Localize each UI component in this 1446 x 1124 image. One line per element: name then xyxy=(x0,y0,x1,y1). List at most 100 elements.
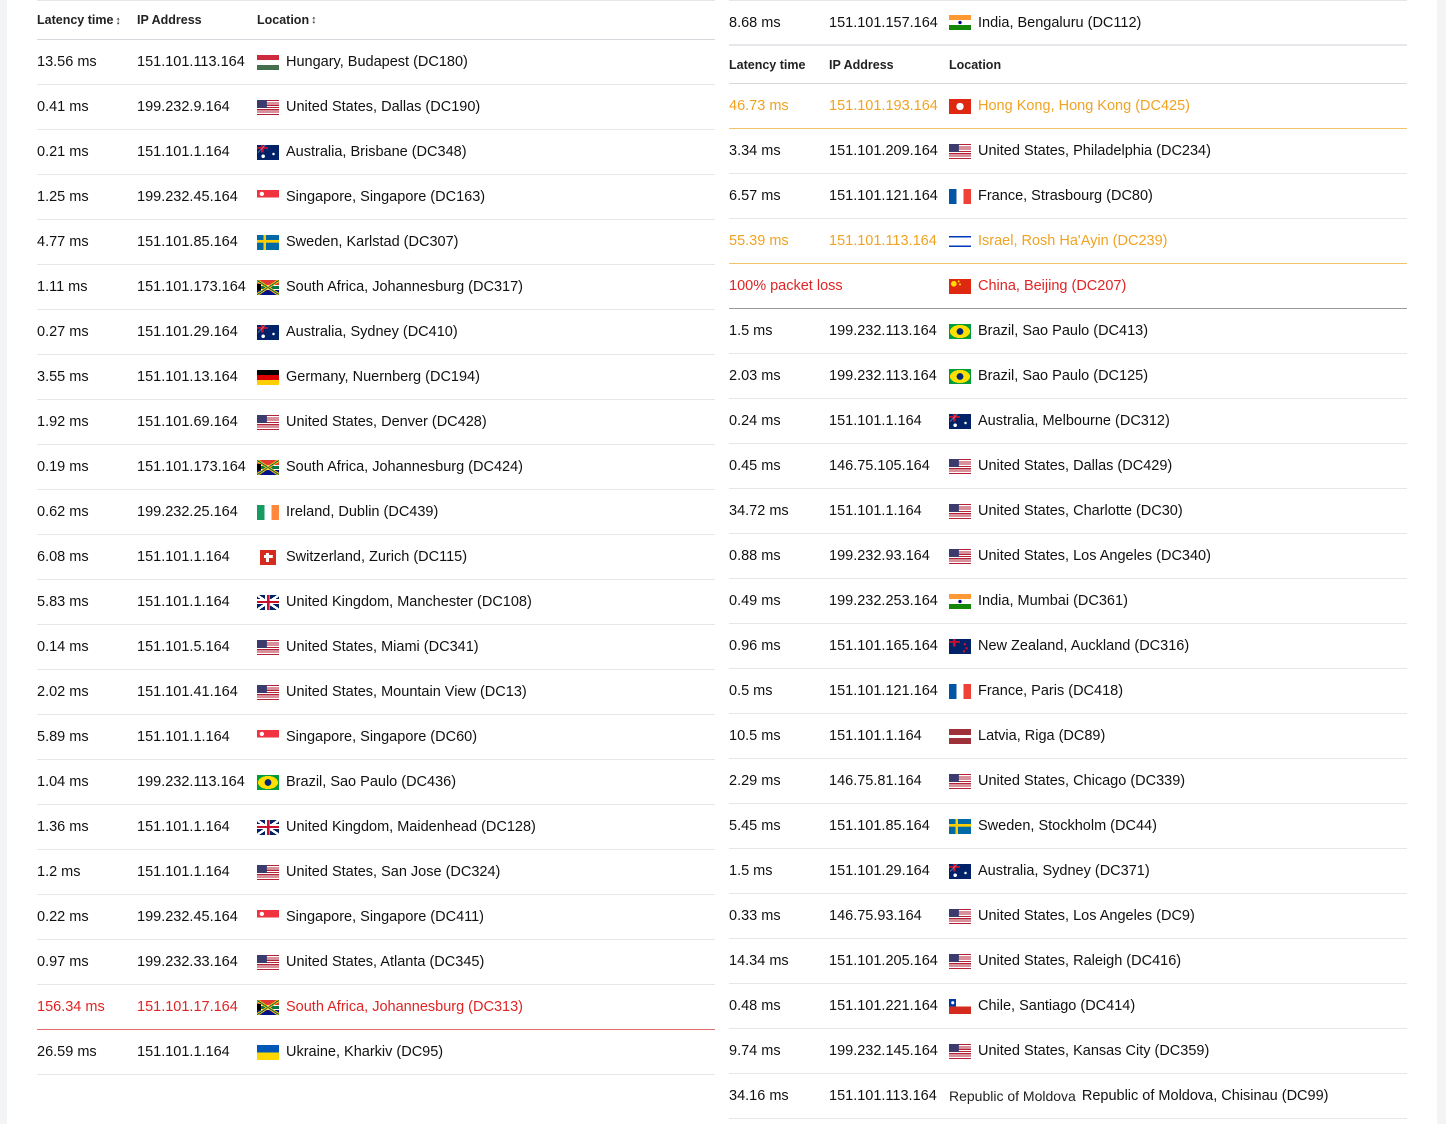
location-text: United States, Los Angeles (DC9) xyxy=(978,908,1195,924)
south-africa-flag-icon xyxy=(257,999,279,1015)
hong-kong-flag-icon xyxy=(949,98,971,114)
location-cell: Switzerland, Zurich (DC115) xyxy=(257,549,715,565)
ip-cell: 151.101.1.164 xyxy=(829,728,922,744)
united-states-flag-icon xyxy=(257,414,279,430)
location-text: United States, Dallas (DC429) xyxy=(978,458,1173,474)
location-cell: United States, Philadelphia (DC234) xyxy=(949,143,1407,159)
latency-cell: 1.92 ms xyxy=(37,414,89,430)
south-africa-flag-icon xyxy=(257,459,279,475)
united-states-flag-icon xyxy=(257,639,279,655)
sort-icon: ↕ xyxy=(311,14,317,26)
united-states-flag-icon xyxy=(949,773,971,789)
table-row: 14.34 ms 151.101.205.164 United States, Ra… xyxy=(729,939,1407,984)
australia-flag-icon xyxy=(257,324,279,340)
latency-cell: 0.14 ms xyxy=(37,639,89,655)
location-cell: United States, Mountain View (DC13) xyxy=(257,684,715,700)
ip-cell: 151.101.121.164 xyxy=(829,188,938,204)
location-text: Israel, Rosh Ha'Ayin (DC239) xyxy=(978,233,1168,249)
latency-cell: 0.45 ms xyxy=(729,458,781,474)
ip-cell: 151.101.157.164 xyxy=(829,14,938,31)
location-cell: Chile, Santiago (DC414) xyxy=(949,998,1407,1014)
location-header-label: Location xyxy=(257,13,310,27)
table-row: 13.56 ms 151.101.113.164 Hungary, Budapest… xyxy=(37,40,715,85)
location-cell: Ukraine, Kharkiv (DC95) xyxy=(257,1044,715,1060)
location-text: Australia, Sydney (DC371) xyxy=(978,863,1150,879)
table-row: 5.45 ms 151.101.85.164 Sweden, Stockholm (… xyxy=(729,804,1407,849)
location-cell: United Kingdom, Maidenhead (DC128) xyxy=(257,819,715,835)
location-cell: India, Bengaluru (DC112) xyxy=(949,15,1407,31)
location-cell: United States, Los Angeles (DC340) xyxy=(949,548,1407,564)
india-flag-icon xyxy=(949,593,971,609)
ip-column-header: IP Address xyxy=(829,57,894,72)
latency-column-header: Latency time xyxy=(729,57,806,72)
table-row: 0.41 ms 199.232.9.164 United States, Dalla… xyxy=(37,85,715,130)
ip-cell: 151.101.1.164 xyxy=(137,549,230,565)
latency-cell: 0.88 ms xyxy=(729,548,781,564)
location-cell: United States, Los Angeles (DC9) xyxy=(949,908,1407,924)
location-cell: Latvia, Riga (DC89) xyxy=(949,728,1407,744)
location-cell: United States, Raleigh (DC416) xyxy=(949,953,1407,969)
latency-cell: 0.19 ms xyxy=(37,459,89,475)
france-flag-icon xyxy=(949,683,971,699)
india-flag-icon xyxy=(949,15,971,30)
table-row: 0.5 ms 151.101.121.164 France, Paris (DC41… xyxy=(729,669,1407,714)
table-row: 0.88 ms 199.232.93.164 United States, Los … xyxy=(729,534,1407,579)
ip-cell: 151.101.5.164 xyxy=(137,639,230,655)
singapore-flag-icon xyxy=(257,189,279,205)
location-text: Latvia, Riga (DC89) xyxy=(978,728,1106,744)
brazil-flag-icon xyxy=(257,774,279,790)
latency-cell: 8.68 ms xyxy=(729,14,781,31)
location-cell: Ireland, Dublin (DC439) xyxy=(257,504,715,520)
ip-cell: 151.101.29.164 xyxy=(829,863,930,879)
table-row: 4.77 ms 151.101.85.164 Sweden, Karlstad (D… xyxy=(37,220,715,265)
ip-cell: 151.101.209.164 xyxy=(829,143,938,159)
australia-flag-icon xyxy=(257,144,279,160)
table-row: 1.5 ms 151.101.29.164 Australia, Sydney (D… xyxy=(729,849,1407,894)
latency-column-header[interactable]: Latency time ↕ xyxy=(37,13,137,27)
location-text: South Africa, Johannesburg (DC317) xyxy=(286,279,523,295)
location-cell: Brazil, Sao Paulo (DC413) xyxy=(949,323,1407,339)
ip-cell: 151.101.1.164 xyxy=(137,729,230,745)
ip-cell: 199.232.113.164 xyxy=(137,774,245,790)
results-table-left: Latency time ↕ IP Address Location ↕ 13.56… xyxy=(37,0,715,1075)
united-states-flag-icon xyxy=(949,503,971,519)
location-cell: Brazil, Sao Paulo (DC436) xyxy=(257,774,715,790)
location-cell: United States, Atlanta (DC345) xyxy=(257,954,715,970)
ip-cell: 199.232.93.164 xyxy=(829,548,930,564)
table-row: 0.19 ms 151.101.173.164 South Africa, Joha… xyxy=(37,445,715,490)
latency-cell: 0.21 ms xyxy=(37,144,89,160)
location-cell: United States, Kansas City (DC359) xyxy=(949,1043,1407,1059)
location-text: India, Mumbai (DC361) xyxy=(978,593,1128,609)
table-row: 0.21 ms 151.101.1.164 Australia, Brisbane … xyxy=(37,130,715,175)
table-row: 10.5 ms 151.101.1.164 Latvia, Riga (DC89) xyxy=(729,714,1407,759)
ip-cell: 199.232.45.164 xyxy=(137,909,238,925)
latency-cell: 6.08 ms xyxy=(37,549,89,565)
united-states-flag-icon xyxy=(949,908,971,924)
ip-cell: 199.232.9.164 xyxy=(137,99,230,115)
location-cell: Israel, Rosh Ha'Ayin (DC239) xyxy=(949,233,1407,249)
location-cell: Australia, Sydney (DC371) xyxy=(949,863,1407,879)
hungary-flag-icon xyxy=(257,54,279,70)
location-cell: China, Beijing (DC207) xyxy=(949,278,1407,294)
location-text: New Zealand, Auckland (DC316) xyxy=(978,638,1190,654)
ip-cell: 199.232.253.164 xyxy=(829,593,938,609)
location-text: France, Strasbourg (DC80) xyxy=(978,188,1153,204)
ip-cell: 151.101.85.164 xyxy=(137,234,238,250)
location-column-header[interactable]: Location ↕ xyxy=(257,13,715,27)
location-text: United States, Chicago (DC339) xyxy=(978,773,1186,789)
latency-cell: 3.34 ms xyxy=(729,143,781,159)
location-text: Ireland, Dublin (DC439) xyxy=(286,504,439,520)
table-row: 26.59 ms 151.101.1.164 Ukraine, Kharkiv (D… xyxy=(37,1030,715,1075)
latency-cell: 2.29 ms xyxy=(729,773,781,789)
ip-cell: 151.101.205.164 xyxy=(829,953,938,969)
france-flag-icon xyxy=(949,188,971,204)
table-row: 2.29 ms 146.75.81.164 United States, Chica… xyxy=(729,759,1407,804)
table-header: Latency time ↕ IP Address Location ↕ xyxy=(37,0,715,40)
location-text: South Africa, Johannesburg (DC424) xyxy=(286,459,523,475)
brazil-flag-icon xyxy=(949,323,971,339)
table-row: 0.24 ms 151.101.1.164 Australia, Melbourne… xyxy=(729,399,1407,444)
ip-cell: 199.232.45.164 xyxy=(137,189,238,205)
table-row: 0.22 ms 199.232.45.164 Singapore, Singapor… xyxy=(37,895,715,940)
location-cell: United Kingdom, Manchester (DC108) xyxy=(257,594,715,610)
location-text: United States, Dallas (DC190) xyxy=(286,99,481,115)
